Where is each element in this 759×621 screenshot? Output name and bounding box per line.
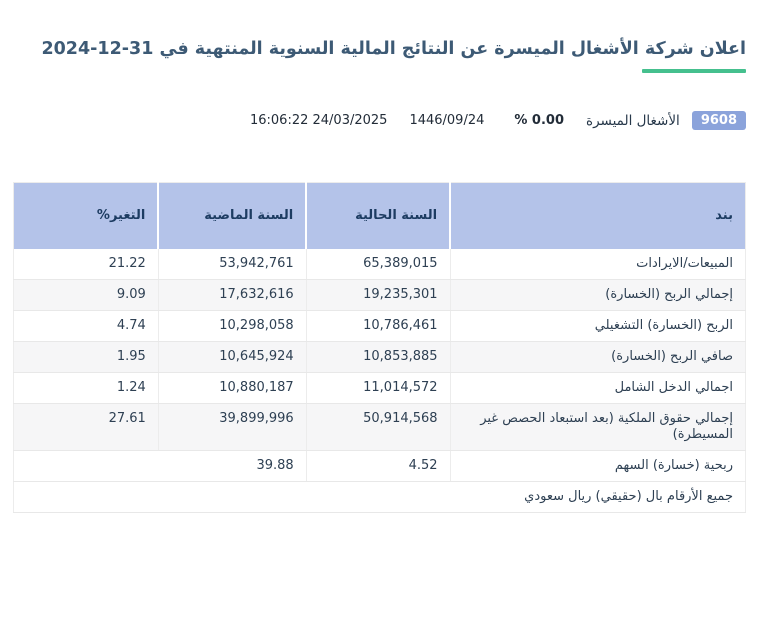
table-row: إجمالي حقوق الملكية (بعد استبعاد الحصص غ… [13, 403, 746, 451]
table-body: المبيعات/الايرادات 65,389,015 53,942,761… [13, 248, 746, 513]
table-row: المبيعات/الايرادات 65,389,015 53,942,761… [13, 248, 746, 280]
company-info-bar: 9608 الأشغال الميسرة % 0.00 1446/09/24 1… [13, 111, 746, 130]
current-year-value: 65,389,015 [305, 248, 451, 280]
item-cell: الربح (الخسارة) التشغيلي [449, 310, 746, 342]
change-percent-cell: 1.95 [13, 341, 159, 373]
previous-year-value: 17,632,616 [157, 279, 307, 311]
previous-year-value: 10,645,924 [157, 341, 307, 373]
table-footnote-row: جميع الأرقام بال (حقيقي) ريال سعودي [13, 481, 746, 513]
page-title: اعلان شركة الأشغال الميسرة عن النتائج ال… [41, 39, 746, 59]
change-percent-cell: 27.61 [13, 403, 159, 451]
item-cell: إجمالي الربح (الخسارة) [449, 279, 746, 311]
item-cell: إجمالي حقوق الملكية (بعد استبعاد الحصص غ… [449, 403, 746, 451]
item-cell: المبيعات/الايرادات [449, 248, 746, 280]
title-accent-bar [642, 69, 746, 73]
previous-year-value: 39,899,996 [157, 403, 307, 451]
change-percent-cell: 1.24 [13, 372, 159, 404]
financial-results-table: بند السنة الحالية السنة الماضية التغير% … [13, 182, 746, 513]
current-year-value: 10,853,885 [305, 341, 451, 373]
table-header: بند السنة الحالية السنة الماضية التغير% [13, 182, 746, 249]
announcement-datetime: 16:06:22 24/03/2025 [249, 113, 388, 128]
change-percent-value: % 0.00 [514, 113, 565, 128]
column-header-previous-year: السنة الماضية [157, 182, 307, 249]
column-header-item: بند [449, 182, 746, 249]
item-cell: صافي الربح (الخسارة) [449, 341, 746, 373]
table-header-row: بند السنة الحالية السنة الماضية التغير% [13, 182, 746, 249]
change-percent-cell: 9.09 [13, 279, 159, 311]
current-year-value: 11,014,572 [305, 372, 451, 404]
item-cell: اجمالي الدخل الشامل [449, 372, 746, 404]
current-year-value: 50,914,568 [305, 403, 451, 451]
hijri-date: 1446/09/24 [409, 113, 485, 128]
previous-year-value: 53,942,761 [157, 248, 307, 280]
current-year-value: 4.52 [305, 450, 451, 482]
previous-year-value: 39.88 [158, 450, 307, 482]
table-footnote: جميع الأرقام بال (حقيقي) ريال سعودي [13, 481, 746, 513]
table-row: اجمالي الدخل الشامل 11,014,572 10,880,18… [13, 372, 746, 404]
column-header-change-percent: التغير% [13, 182, 159, 249]
change-percent-cell: 4.74 [13, 310, 159, 342]
company-name: الأشغال الميسرة [586, 112, 680, 129]
table-row: إجمالي الربح (الخسارة) 19,235,301 17,632… [13, 279, 746, 311]
table-row: صافي الربح (الخسارة) 10,853,885 10,645,9… [13, 341, 746, 373]
table-row: ربحية (خسارة) السهم 4.52 39.88 [13, 450, 746, 482]
change-percent-cell: 21.22 [13, 248, 159, 280]
current-year-value: 19,235,301 [305, 279, 451, 311]
item-cell: ربحية (خسارة) السهم [449, 450, 746, 482]
change-percent-cell [13, 450, 159, 482]
company-symbol-badge[interactable]: 9608 [691, 111, 746, 130]
announcement-content: اعلان شركة الأشغال الميسرة عن النتائج ال… [0, 36, 759, 513]
previous-year-value: 10,298,058 [157, 310, 307, 342]
table-row: الربح (الخسارة) التشغيلي 10,786,461 10,2… [13, 310, 746, 342]
previous-year-value: 10,880,187 [157, 372, 307, 404]
current-year-value: 10,786,461 [305, 310, 451, 342]
column-header-current-year: السنة الحالية [305, 182, 451, 249]
